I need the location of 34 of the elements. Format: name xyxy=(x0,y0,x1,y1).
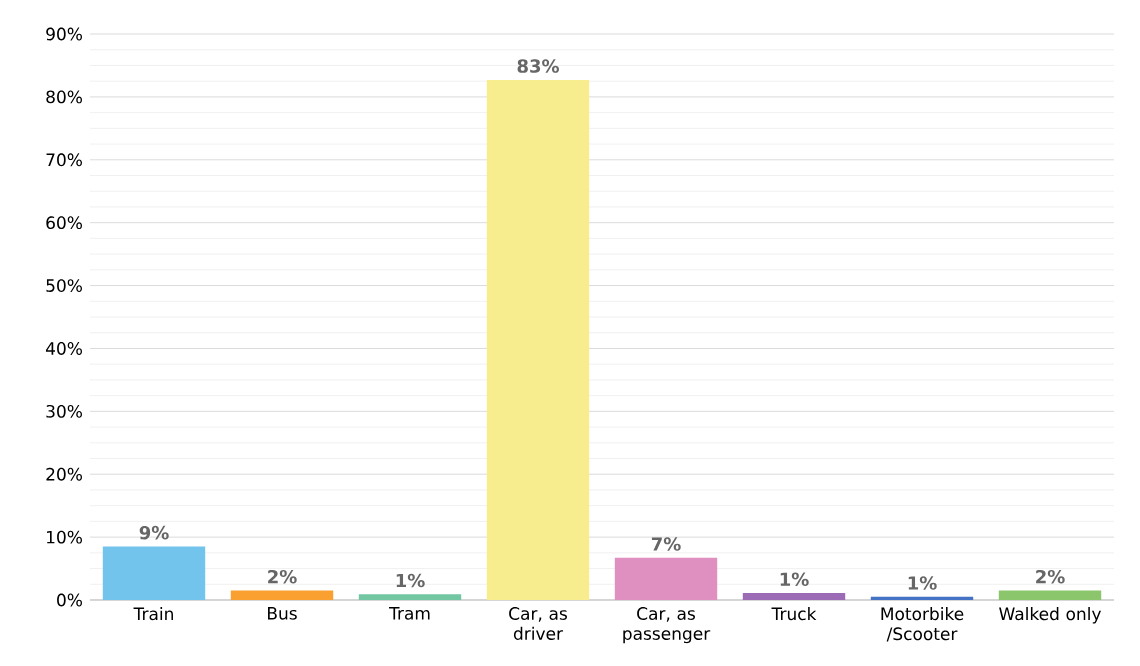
data-label: 1% xyxy=(908,576,937,590)
y-tick-label: 30% xyxy=(46,404,82,418)
data-label: 83% xyxy=(517,59,559,73)
bar xyxy=(358,594,462,600)
y-tick-label: 20% xyxy=(46,467,82,481)
y-tick-label: 10% xyxy=(47,530,82,544)
y-tick-label: 0% xyxy=(57,593,82,607)
x-tick-label: Truck xyxy=(771,607,817,621)
y-tick-label: 50% xyxy=(46,279,82,292)
x-tick-label: Train xyxy=(133,607,173,621)
data-label: 2% xyxy=(1036,569,1065,584)
bar xyxy=(870,596,974,600)
bar xyxy=(998,590,1102,600)
x-tick-label: Car, as passenger xyxy=(623,607,711,644)
x-tick-label: Bus xyxy=(268,607,297,620)
bar xyxy=(614,557,718,600)
y-tick-label: 70% xyxy=(46,153,82,167)
bar xyxy=(486,79,590,600)
y-tick-label: 90% xyxy=(46,27,82,41)
data-label: 1% xyxy=(396,573,425,588)
x-tick-label: Walked only xyxy=(999,607,1102,624)
x-tick-label: Car, as driver xyxy=(509,607,567,640)
y-tick-label: 80% xyxy=(46,90,82,104)
x-tick-label: Tram xyxy=(389,607,430,620)
y-tick-label: 40% xyxy=(45,342,82,355)
bar xyxy=(230,590,334,600)
bar xyxy=(102,546,206,600)
y-tick-label: 60% xyxy=(46,216,82,230)
data-label: 1% xyxy=(780,572,809,587)
data-label: 2% xyxy=(268,569,297,584)
bar xyxy=(742,593,846,600)
data-label: 7% xyxy=(651,537,681,551)
x-tick-label: Motorbike /Scooter xyxy=(881,607,964,642)
data-label: 9% xyxy=(139,525,169,540)
